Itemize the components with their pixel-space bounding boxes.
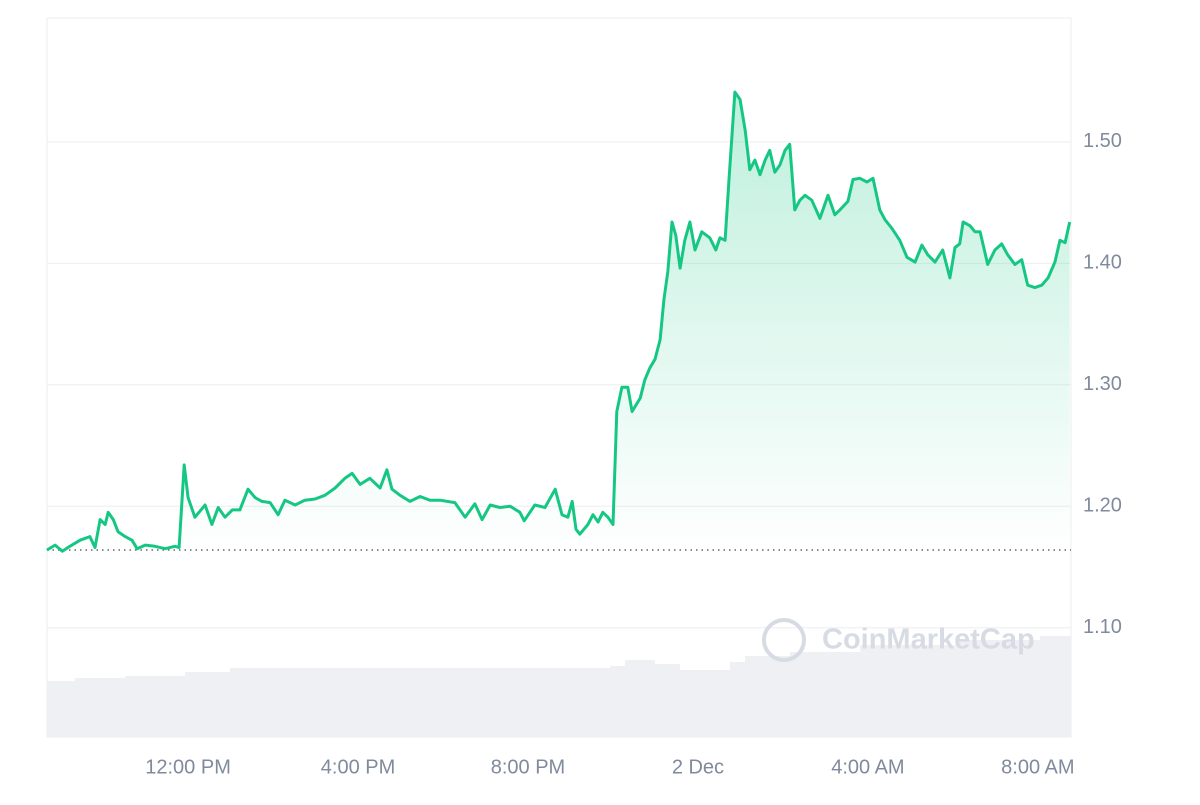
watermark: CoinMarketCap	[822, 624, 1035, 656]
volume-area	[47, 636, 1071, 737]
y-tick-label: 1.50	[1083, 130, 1122, 152]
volume	[47, 636, 1071, 737]
y-tick-label: 1.10	[1083, 616, 1122, 638]
price-line	[46, 90, 1072, 553]
y-tick-label: 1.20	[1083, 495, 1122, 517]
x-tick-label: 8:00 PM	[491, 756, 565, 778]
x-tick-label: 4:00 PM	[321, 756, 395, 778]
x-tick-label: 4:00 AM	[831, 756, 904, 778]
x-tick-label: 2 Dec	[672, 756, 724, 778]
x-tick-label: 12:00 PM	[145, 756, 231, 778]
watermark-logo	[762, 618, 806, 662]
y-tick-label: 1.40	[1083, 252, 1122, 274]
area	[47, 92, 1070, 552]
y-tick-label: 1.30	[1083, 373, 1122, 395]
x-tick-label: 8:00 AM	[1001, 756, 1074, 778]
